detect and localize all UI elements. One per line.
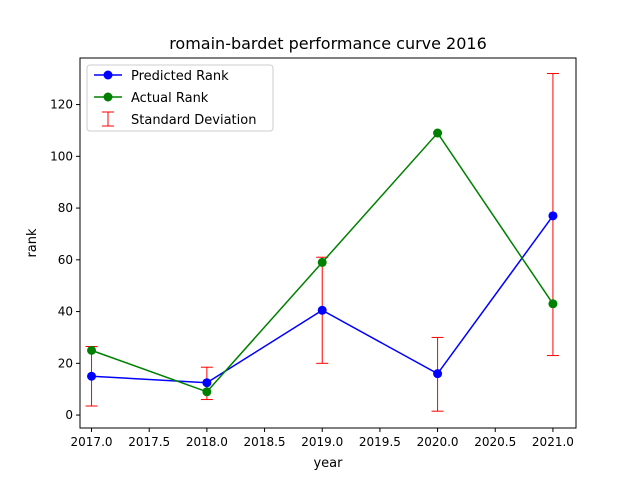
x-tick-label: 2019.0 <box>301 435 343 449</box>
data-point <box>433 128 443 138</box>
data-point <box>317 257 327 267</box>
y-tick-label: 20 <box>58 356 73 370</box>
x-tick-label: 2017.5 <box>128 435 170 449</box>
data-point <box>87 371 97 381</box>
data-point <box>548 211 558 221</box>
x-axis-label: year <box>313 456 343 471</box>
x-tick-label: 2020.0 <box>417 435 459 449</box>
x-tick-label: 2018.5 <box>244 435 286 449</box>
data-point <box>87 345 97 355</box>
data-point <box>317 305 327 315</box>
y-tick-label: 100 <box>50 149 73 163</box>
legend-label: Predicted Rank <box>131 69 229 84</box>
x-tick-label: 2017.0 <box>71 435 113 449</box>
y-axis-label: rank <box>25 228 40 258</box>
chart-title: romain-bardet performance curve 2016 <box>169 34 487 53</box>
y-tick-label: 60 <box>58 253 73 267</box>
x-tick-label: 2019.5 <box>359 435 401 449</box>
data-point <box>433 369 443 379</box>
plot-marks <box>85 73 559 412</box>
legend-marker <box>103 70 113 80</box>
legend-box <box>86 64 274 132</box>
y-tick-label: 80 <box>58 201 73 215</box>
y-tick-label: 0 <box>65 408 73 422</box>
data-point <box>202 378 212 388</box>
x-tick-label: 2018.0 <box>186 435 228 449</box>
y-tick-label: 120 <box>50 98 73 112</box>
x-tick-label: 2021.0 <box>532 435 574 449</box>
data-point <box>202 387 212 397</box>
data-point <box>548 299 558 309</box>
x-axis-ticks: 2017.0 2017.5 2018.0 2018.5 2019.0 2019.5 2020… <box>71 428 574 449</box>
legend-label: Actual Rank <box>131 91 209 106</box>
y-axis-ticks: 0 20 40 60 80 100 120 <box>50 98 80 422</box>
plot-frame <box>79 57 577 429</box>
legend-marker <box>103 92 113 102</box>
legend: Predicted Rank Actual Rank Standard Deviat… <box>86 64 274 132</box>
x-tick-label: 2020.5 <box>474 435 516 449</box>
legend-label: Standard Deviation <box>131 113 256 128</box>
y-tick-label: 40 <box>58 305 73 319</box>
